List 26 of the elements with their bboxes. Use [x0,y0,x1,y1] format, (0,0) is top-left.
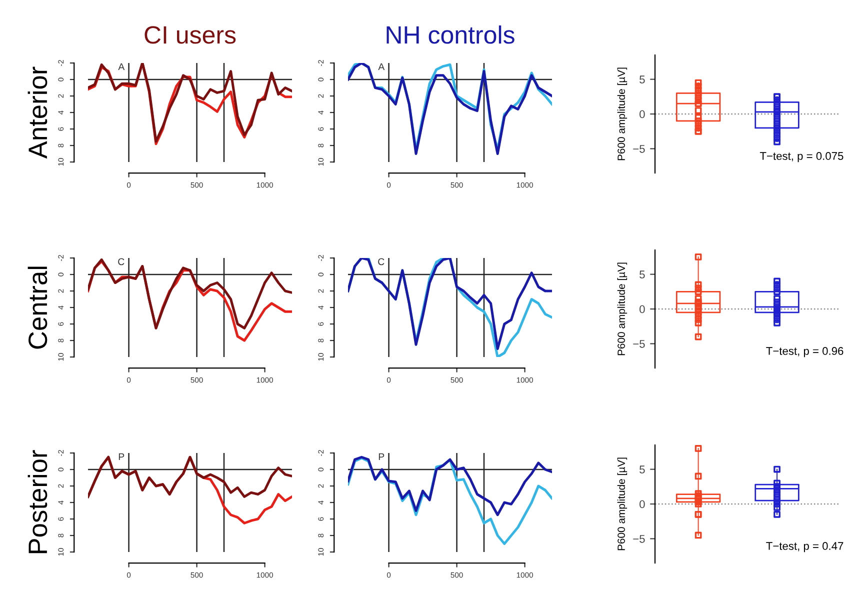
y-tick-label: 5 [640,76,645,84]
y-tick-label: −5 [633,535,645,543]
y-axis-title: P600 amplitude [µV] [617,262,628,356]
annotation: A [378,63,385,70]
annotation: P [118,453,124,460]
y-axis-title: P600 amplitude [µV] [617,68,628,160]
annotation: P [378,453,384,460]
annotation: A [118,63,125,70]
y-axis-title: Central [28,266,48,349]
annotation: T−test, p = 0.47 [766,542,844,552]
annotation: C [118,258,124,266]
y-axis-title: P600 amplitude [µV] [617,458,628,550]
y-tick-label: 5 [640,466,645,474]
chart-title: NH controls [386,25,514,44]
annotation: T−test, p = 0.075 [760,152,844,162]
y-axis-title: Anterior [28,66,48,159]
y-tick-label: 0 [640,305,645,314]
y-tick-label: −5 [633,340,645,348]
chart-title: CI users [144,26,236,44]
annotation: T−test, p = 0.96 [766,347,844,358]
y-tick-label: 0 [640,110,645,118]
y-axis-title: Posterior [28,450,48,554]
y-tick-label: 0 [640,500,645,508]
y-tick-label: 5 [640,270,645,278]
y-tick-label: −5 [633,145,645,153]
annotation: C [378,258,384,266]
